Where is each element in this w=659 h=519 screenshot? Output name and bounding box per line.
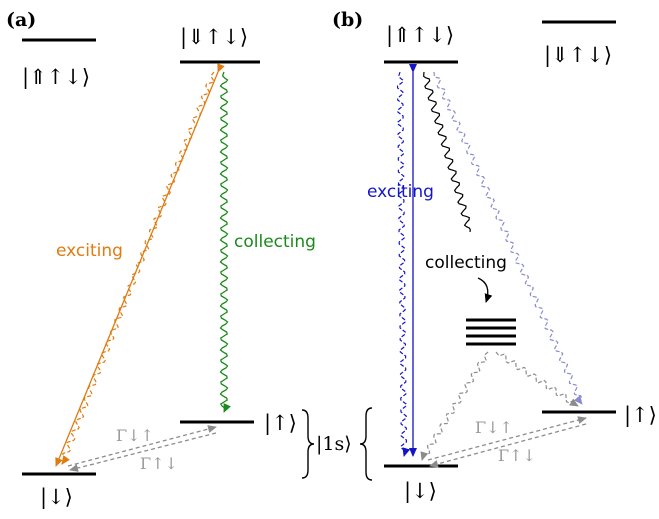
ket-a-spin-down: |↓⟩: [40, 485, 73, 510]
panel-b: (b) |⇑↑↓⟩ |⇓↑↓⟩ |↑⟩ |↓⟩ exciting collect…: [332, 9, 657, 504]
collecting-wave-b: [423, 71, 471, 233]
ket-b-spin-up: |↑⟩: [624, 403, 657, 428]
rate-a-up-down: Γ↑↓: [140, 454, 178, 473]
ket-a-trion-dark: |⇑↑↓⟩: [22, 65, 90, 90]
exciting-label-b: exciting: [367, 182, 434, 202]
collecting-label-a: collecting: [234, 232, 316, 252]
emission-wave-b-lavender: [433, 71, 583, 405]
ket-a-spin-up: |↑⟩: [264, 411, 297, 436]
emission-wave-a-orange: [61, 71, 215, 465]
relaxation-arrow-b-up: [427, 416, 587, 461]
collecting-label-b: collecting: [425, 253, 507, 273]
panel-a-label: (a): [6, 9, 36, 31]
rate-a-down-up: Γ↓↑: [116, 426, 154, 445]
ket-b-trion-dark: |⇓↑↓⟩: [544, 43, 612, 68]
panel-a: (a) |⇑↑↓⟩ |⇓↑↓⟩ |↑⟩ |↓⟩ exciting collect…: [6, 9, 373, 510]
decay-wave-b-right: [495, 351, 579, 407]
decay-wave-b-left: [420, 351, 489, 461]
ket-b-trion-bright: |⇑↑↓⟩: [386, 23, 454, 48]
relaxation-arrow-a-up: [67, 425, 217, 467]
emission-wave-b-blue: [396, 71, 411, 457]
brace-left-icon: [359, 407, 373, 481]
level-stack-icon: [466, 318, 516, 346]
panel-b-label: (b): [332, 9, 363, 31]
collecting-arrow-b: [477, 277, 493, 303]
rate-b-up-down: Γ↑↓: [498, 446, 536, 465]
exciting-arrow-a: [55, 63, 225, 467]
collecting-wave-a: [219, 71, 231, 413]
relaxation-arrow-b-down: [429, 423, 587, 468]
ket-a-trion-bright: |⇓↑↓⟩: [180, 25, 248, 50]
rate-b-down-up: Γ↓↑: [475, 418, 513, 437]
ket-1s: |1s⟩: [316, 433, 352, 455]
exciting-label-a: exciting: [56, 241, 123, 261]
brace-right-icon: [301, 409, 315, 479]
ket-b-spin-down: |↓⟩: [404, 479, 437, 504]
